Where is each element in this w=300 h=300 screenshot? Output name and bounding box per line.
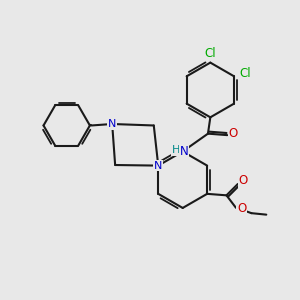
Text: N: N bbox=[108, 119, 116, 129]
Text: O: O bbox=[237, 202, 247, 215]
Text: N: N bbox=[154, 160, 162, 171]
Text: Cl: Cl bbox=[239, 68, 251, 80]
Text: O: O bbox=[229, 127, 238, 140]
Text: O: O bbox=[238, 174, 248, 187]
Text: N: N bbox=[180, 145, 189, 158]
Text: Cl: Cl bbox=[204, 47, 216, 60]
Text: H: H bbox=[172, 145, 180, 155]
